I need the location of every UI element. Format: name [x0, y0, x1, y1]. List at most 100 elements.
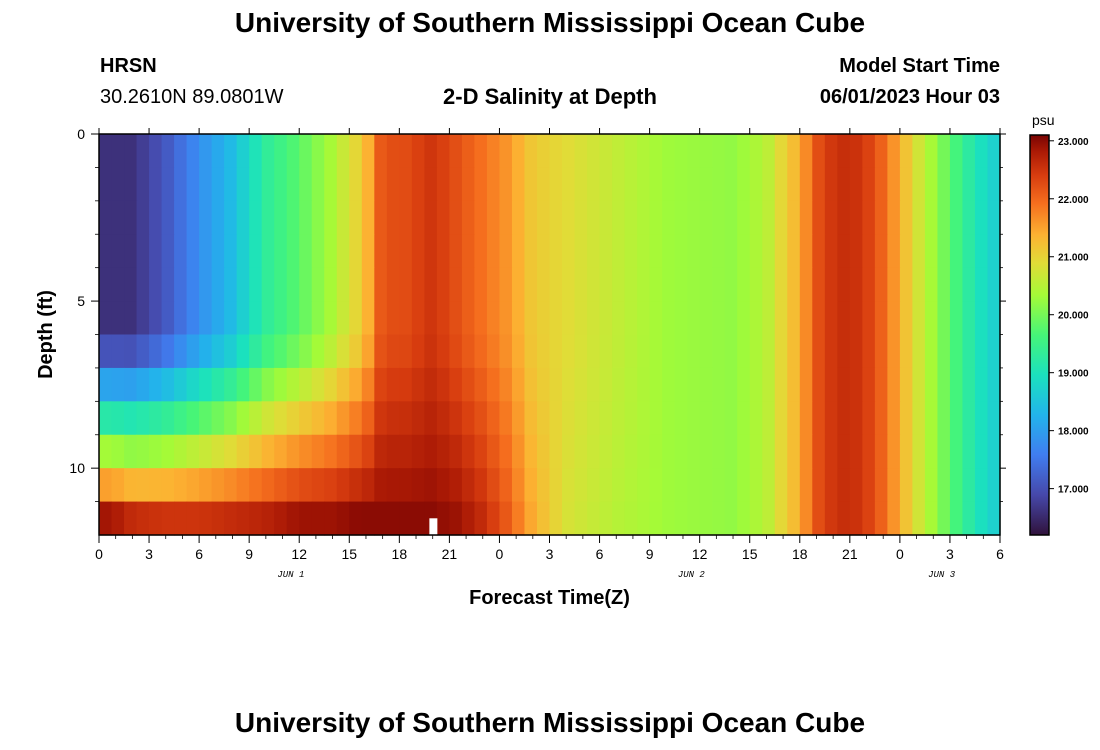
heat-cell	[374, 334, 388, 369]
colorbar-tick-label: 18.000	[1058, 427, 1089, 438]
heat-cell	[962, 200, 976, 235]
heat-cell	[887, 501, 901, 536]
heat-cell	[111, 501, 125, 536]
heat-cell	[624, 200, 638, 235]
heat-cell	[662, 134, 676, 169]
heat-cell	[424, 200, 438, 235]
heat-cell	[937, 501, 951, 536]
heat-cell	[562, 468, 576, 503]
heat-cell	[336, 367, 350, 402]
heat-cell	[361, 134, 375, 169]
heat-cell	[762, 501, 776, 536]
heat-cell	[987, 200, 1001, 235]
heat-cell	[699, 468, 713, 503]
heat-cell	[299, 167, 313, 202]
heat-cell	[824, 267, 838, 302]
heat-cell	[924, 401, 939, 436]
heat-cell	[99, 200, 113, 235]
heat-cell	[236, 301, 250, 336]
heat-cell	[749, 367, 763, 402]
heat-cell	[99, 334, 113, 369]
heat-cell	[612, 367, 626, 402]
heat-cell	[149, 501, 163, 536]
heat-cell	[612, 267, 626, 302]
heat-cell	[461, 301, 476, 336]
heat-cell	[712, 334, 726, 369]
heat-cell	[449, 234, 463, 269]
heat-cell	[236, 401, 250, 436]
heat-cell	[361, 468, 375, 503]
heat-cell	[699, 267, 713, 302]
heat-cell	[624, 301, 638, 336]
heat-cell	[186, 234, 200, 269]
heat-cell	[274, 134, 288, 169]
heat-cell	[136, 367, 150, 402]
heat-cell	[637, 134, 651, 169]
colorbar-tick-label: 23.000	[1058, 137, 1089, 148]
heat-cell	[111, 401, 125, 436]
heat-cell	[411, 434, 425, 469]
heat-cell	[949, 234, 964, 269]
axes: 0 3 6 9 12 15 18 21 0 3 6 9 12 15 18 21 0 3 6 JUN 1 JUN 2 JUN…	[69, 126, 1006, 580]
heat-cell	[449, 501, 463, 536]
heat-cell	[436, 200, 450, 235]
heat-cell	[186, 167, 200, 202]
heat-cell	[399, 401, 413, 436]
heat-cell	[737, 267, 751, 302]
heat-cell	[987, 501, 1001, 536]
heat-cell	[674, 134, 688, 169]
heat-cell	[299, 401, 313, 436]
heat-cell	[774, 468, 788, 503]
heat-cell	[349, 367, 363, 402]
heat-cell	[962, 434, 976, 469]
heat-cell	[762, 267, 776, 302]
heat-cell	[812, 334, 826, 369]
heat-cell	[386, 468, 400, 503]
heat-cell	[324, 134, 338, 169]
heat-cell	[712, 367, 726, 402]
heat-cell	[624, 501, 638, 536]
heat-cell	[361, 434, 375, 469]
heat-cell	[386, 301, 400, 336]
heat-cell	[461, 234, 476, 269]
heat-cell	[199, 367, 213, 402]
heat-cell	[224, 367, 238, 402]
heat-cell	[524, 434, 538, 469]
heat-cell	[549, 301, 563, 336]
heat-cell	[737, 234, 751, 269]
heat-cell	[449, 167, 463, 202]
heat-cell	[299, 468, 313, 503]
heat-cell	[737, 167, 751, 202]
heat-cell	[211, 434, 225, 469]
heat-cell	[311, 167, 325, 202]
heat-cell	[787, 468, 801, 503]
heat-cell	[236, 334, 250, 369]
heat-cell	[161, 134, 175, 169]
heat-cell	[286, 434, 300, 469]
heat-cell	[149, 267, 163, 302]
heat-cell	[361, 301, 375, 336]
heat-cell	[336, 501, 350, 536]
heat-cell	[211, 167, 225, 202]
heat-cell	[286, 301, 300, 336]
heat-cell	[824, 134, 838, 169]
heat-cell	[399, 234, 413, 269]
heat-cell	[599, 501, 613, 536]
heat-cell	[662, 367, 676, 402]
heat-cell	[762, 468, 776, 503]
heat-cell	[124, 468, 138, 503]
colorbar-tick-label: 22.000	[1058, 195, 1089, 206]
heat-cell	[511, 134, 526, 169]
heat-cell	[161, 301, 175, 336]
heat-cell	[724, 334, 738, 369]
heat-cell	[174, 501, 188, 536]
heat-cell	[674, 367, 688, 402]
heat-cell	[762, 401, 776, 436]
heat-cell	[974, 167, 989, 202]
heat-cell	[286, 200, 300, 235]
heat-cell	[136, 234, 150, 269]
heat-cell	[949, 267, 964, 302]
heat-cell	[186, 334, 200, 369]
heat-cell	[224, 234, 238, 269]
heat-cell	[461, 434, 476, 469]
